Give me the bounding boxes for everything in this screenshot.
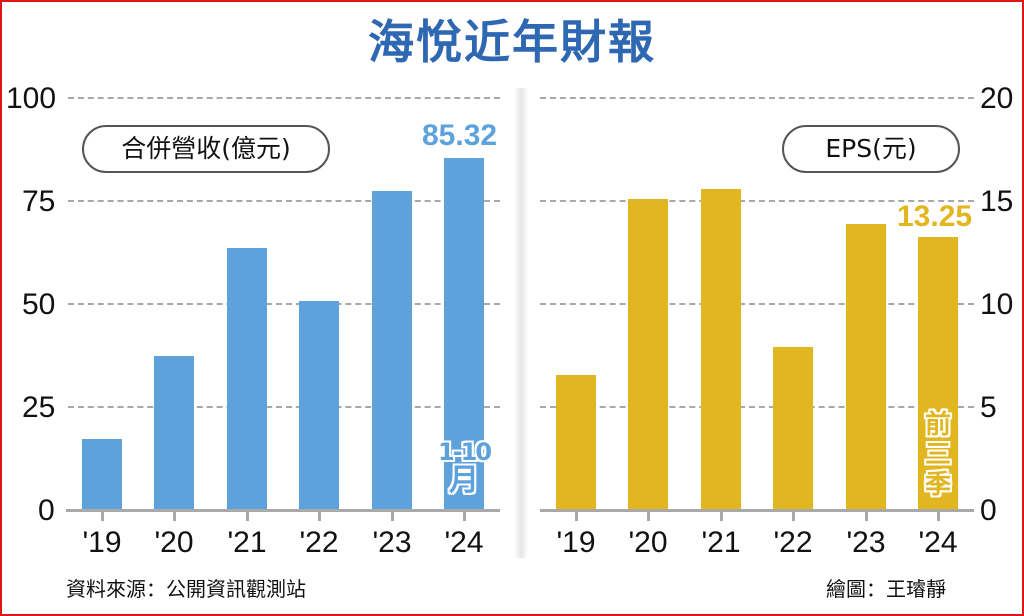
x-tick-mark bbox=[720, 512, 723, 521]
x-tick-label: '20 bbox=[628, 526, 668, 559]
x-tick-label: '21 bbox=[227, 526, 267, 559]
source-note: 資料來源：公開資訊觀測站 bbox=[66, 577, 306, 601]
bar-eps-1 bbox=[628, 199, 668, 510]
y-tick-label: 0 bbox=[38, 494, 55, 527]
bar-rev-5 bbox=[444, 158, 484, 510]
bar-eps-4 bbox=[846, 224, 886, 510]
x-tick-mark bbox=[937, 512, 940, 521]
bar-rev-4 bbox=[372, 191, 412, 510]
y-tick-label: 100 bbox=[6, 82, 57, 115]
gridline-25 bbox=[68, 406, 500, 408]
y-tick-label: 0 bbox=[980, 494, 997, 527]
y-tick-label: 5 bbox=[980, 391, 997, 424]
x-tick-label: '19 bbox=[556, 526, 596, 559]
note-char: 三 bbox=[924, 440, 951, 470]
gridline-100 bbox=[68, 97, 500, 99]
bar-rev-0 bbox=[82, 439, 122, 510]
y-tick-label: 15 bbox=[980, 185, 1014, 218]
panel-divider bbox=[514, 88, 528, 558]
legend-pill-eps: EPS(元) bbox=[782, 125, 960, 173]
x-tick-mark bbox=[463, 512, 466, 521]
bar-eps-5 bbox=[918, 237, 958, 510]
y-tick-label: 75 bbox=[22, 185, 56, 218]
bar-rev-2 bbox=[227, 248, 267, 510]
gridline-50 bbox=[68, 303, 500, 305]
y-tick-label: 20 bbox=[980, 82, 1014, 115]
legend-pill-revenue: 合併營收(億元) bbox=[82, 125, 330, 173]
gridline-20 bbox=[540, 97, 974, 99]
x-tick-label: '24 bbox=[444, 526, 484, 559]
revenue-value-label: 85.32 bbox=[422, 119, 498, 152]
gridline-15 bbox=[540, 200, 974, 202]
x-tick-mark bbox=[647, 512, 650, 521]
bar-rev-1 bbox=[154, 356, 194, 510]
bar-eps-0 bbox=[556, 375, 596, 510]
note-line: 1-10 bbox=[437, 438, 492, 466]
note-line: 月 bbox=[449, 463, 479, 498]
x-tick-label: '22 bbox=[299, 526, 339, 559]
x-tick-label: '20 bbox=[154, 526, 194, 559]
y-tick-label: 50 bbox=[22, 288, 56, 321]
x-axis-baseline bbox=[540, 509, 974, 512]
revenue-note: 1-10 月 bbox=[430, 440, 498, 498]
eps-value-label: 13.25 bbox=[897, 200, 973, 233]
x-tick-mark bbox=[173, 512, 176, 521]
note-char: 季 bbox=[924, 470, 951, 500]
x-tick-mark bbox=[318, 512, 321, 521]
x-tick-label: '23 bbox=[846, 526, 886, 559]
gridline-5 bbox=[540, 406, 974, 408]
y-tick-label: 25 bbox=[22, 391, 56, 424]
x-tick-mark bbox=[575, 512, 578, 521]
bar-eps-3 bbox=[773, 347, 813, 510]
x-tick-mark bbox=[792, 512, 795, 521]
chart-title: 海悅近年財報 bbox=[368, 15, 656, 69]
x-tick-label: '22 bbox=[773, 526, 813, 559]
x-tick-label: '19 bbox=[82, 526, 122, 559]
x-tick-mark bbox=[246, 512, 249, 521]
x-tick-mark bbox=[101, 512, 104, 521]
x-tick-label: '23 bbox=[372, 526, 412, 559]
eps-note: 前 三 季 bbox=[918, 410, 958, 500]
x-tick-label: '21 bbox=[701, 526, 741, 559]
x-tick-label: '24 bbox=[918, 526, 958, 559]
gridline-75 bbox=[68, 200, 500, 202]
y-tick-label: 10 bbox=[980, 288, 1014, 321]
x-axis-baseline bbox=[66, 509, 500, 512]
x-tick-mark bbox=[391, 512, 394, 521]
x-tick-mark bbox=[865, 512, 868, 521]
credit-note: 繪圖：王璿靜 bbox=[826, 577, 946, 601]
bar-rev-3 bbox=[299, 301, 339, 510]
gridline-10 bbox=[540, 303, 974, 305]
note-char: 前 bbox=[924, 410, 951, 440]
bar-eps-2 bbox=[701, 189, 741, 510]
